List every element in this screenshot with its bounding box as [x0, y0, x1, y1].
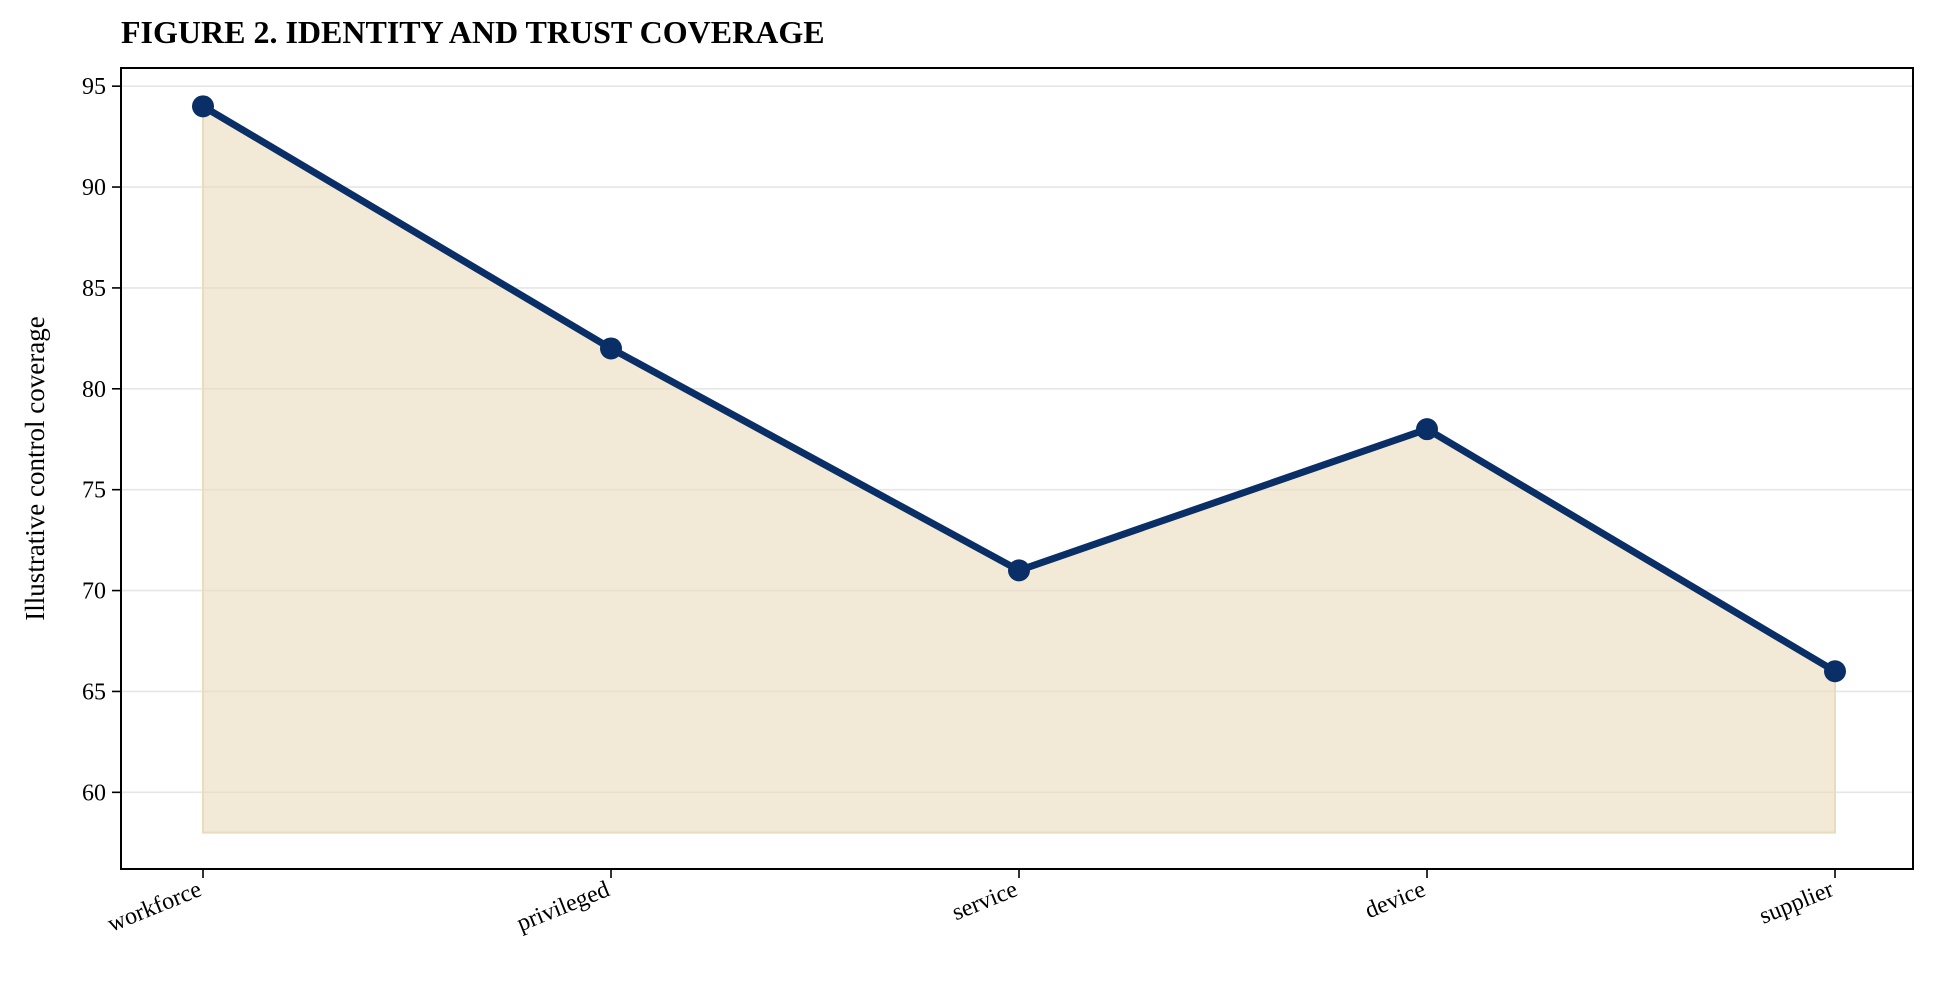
y-tick-label: 65 — [82, 679, 106, 705]
y-tick-label: 90 — [82, 175, 106, 201]
data-point-workforce — [192, 95, 214, 118]
chart-title: FIGURE 2. IDENTITY AND TRUST COVERAGE — [121, 14, 825, 50]
data-point-privileged — [600, 337, 622, 360]
x-tick-label-device: device — [1361, 876, 1429, 924]
y-tick-label: 75 — [82, 478, 106, 504]
x-tick-label-supplier: supplier — [1756, 876, 1837, 929]
y-axis-ticks: 60 65 70 75 80 85 90 95 — [82, 74, 121, 806]
y-tick-label: 85 — [82, 276, 106, 302]
x-tick-label-workforce: workforce — [104, 876, 205, 937]
data-point-device — [1416, 418, 1438, 441]
y-tick-label: 95 — [82, 74, 106, 100]
data-point-supplier — [1824, 660, 1846, 683]
y-tick-label: 60 — [82, 780, 106, 806]
data-points-layer — [192, 95, 1846, 683]
y-tick-label: 70 — [82, 579, 106, 605]
y-axis-label: Illustrative control coverage — [20, 316, 50, 620]
y-tick-label: 80 — [82, 377, 106, 403]
data-point-service — [1008, 559, 1030, 582]
x-tick-label-service: service — [948, 876, 1021, 926]
x-tick-label-privileged: privileged — [513, 876, 613, 937]
plot-frame — [120, 67, 1914, 870]
area-fill-layer — [202, 104, 1836, 834]
x-axis-ticks: workforce privileged service device supplier — [104, 869, 1837, 938]
area-fill — [202, 104, 1836, 834]
